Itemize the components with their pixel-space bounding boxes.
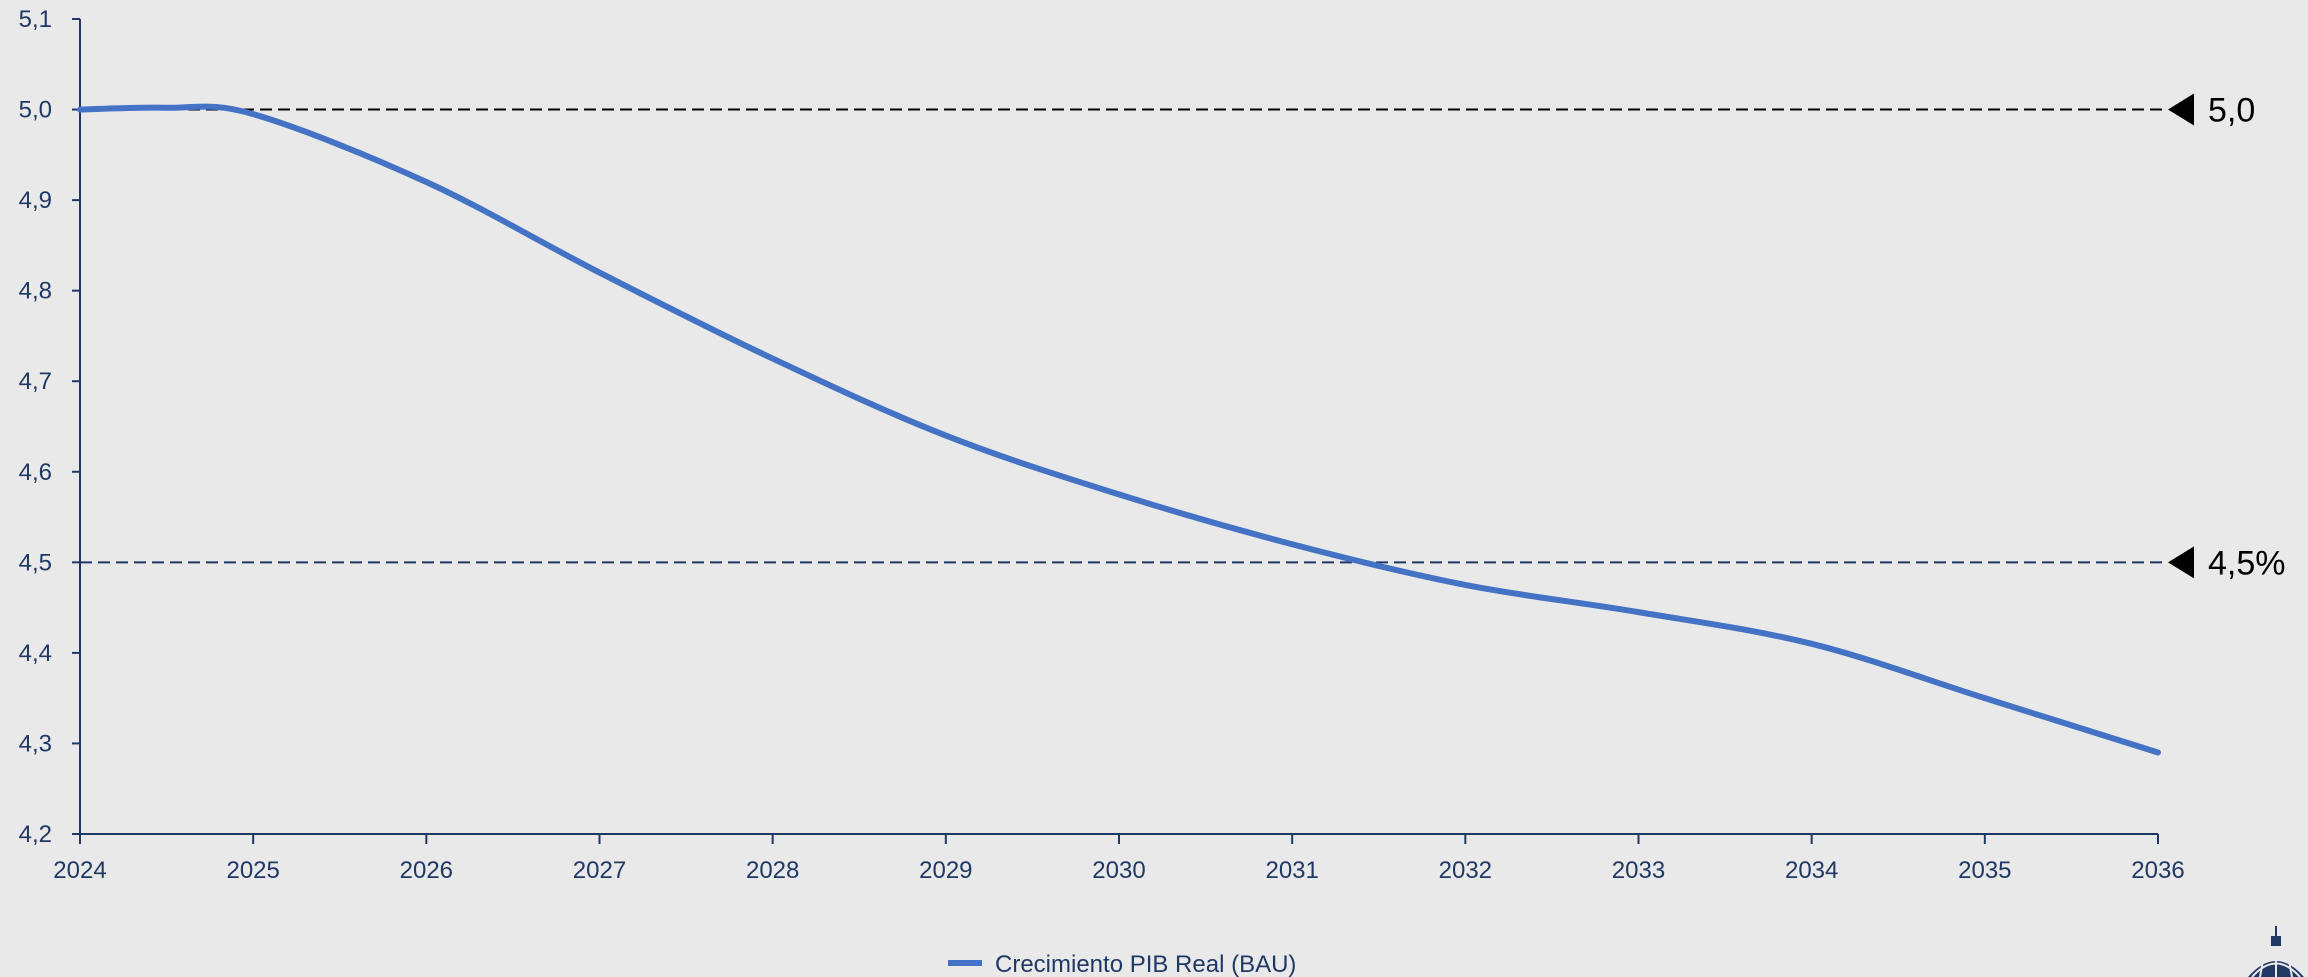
reference-arrow-icon — [2168, 93, 2194, 126]
reference-arrow-icon — [2168, 546, 2194, 579]
reference-lines: 5,0 4,5% — [80, 92, 2286, 582]
series-lines — [77, 103, 2161, 756]
y-tick-label: 5,0 — [19, 97, 52, 124]
x-tick-label: 2028 — [746, 857, 799, 884]
x-tick-label: 2031 — [1265, 857, 1318, 884]
x-tick-label: 2027 — [573, 857, 626, 884]
y-tick-label: 4,4 — [19, 640, 52, 667]
x-tick-label: 2036 — [2131, 857, 2184, 884]
y-tick-label: 4,9 — [19, 187, 52, 214]
x-tick-label: 2032 — [1439, 857, 1492, 884]
series-line — [77, 103, 2161, 756]
x-tick-label: 2024 — [53, 857, 106, 884]
y-tick-label: 4,2 — [19, 821, 52, 848]
reference-label: 5,0 — [2208, 92, 2255, 130]
y-tick-label: 4,3 — [19, 730, 52, 757]
x-tick-label: 2025 — [226, 857, 279, 884]
building-dome-logo — [2248, 926, 2304, 977]
x-tick-label: 2026 — [400, 857, 453, 884]
legend: Crecimiento PIB Real (BAU) — [948, 951, 1296, 977]
x-tick-label: 2030 — [1092, 857, 1145, 884]
x-axis-ticks: 2024 2025 2026 2027 2028 2029 2030 2031 2032 2033… — [53, 834, 2185, 884]
y-tick-label: 4,5 — [19, 549, 52, 576]
legend-label: Crecimiento PIB Real (BAU) — [995, 951, 1296, 977]
x-tick-label: 2035 — [1958, 857, 2011, 884]
y-tick-label: 4,8 — [19, 278, 52, 305]
reference-label: 4,5% — [2208, 544, 2286, 582]
x-tick-label: 2033 — [1612, 857, 1665, 884]
y-tick-label: 4,7 — [19, 368, 52, 395]
y-tick-label: 4,6 — [19, 459, 52, 486]
y-tick-label: 5,1 — [19, 6, 52, 33]
x-tick-label: 2029 — [919, 857, 972, 884]
y-axis-ticks: 4,2 4,3 4,4 4,5 4,6 4,7 4,8 4,9 5,0 5,1 — [19, 6, 80, 848]
x-tick-label: 2034 — [1785, 857, 1838, 884]
